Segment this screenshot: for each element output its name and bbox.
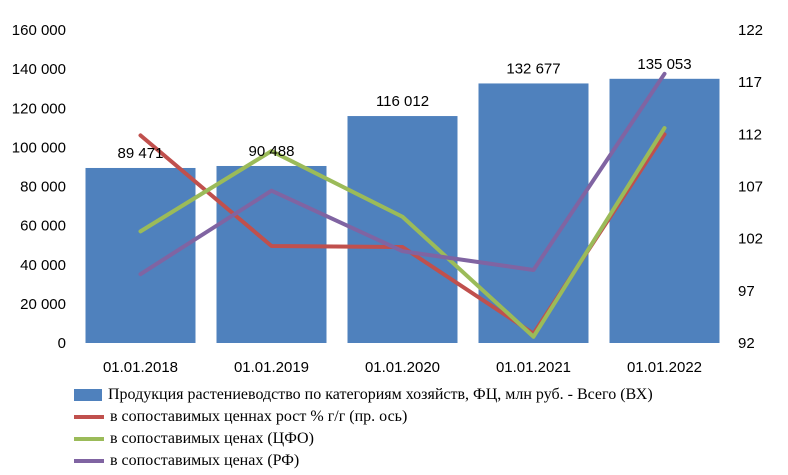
data-label-4: 132 677	[506, 60, 560, 77]
y-left-tick-label: 160 000	[12, 22, 66, 39]
legend-label-red-line: в сопоставимых ценнах рост % г/г (пр. ос…	[110, 408, 408, 425]
legend-item-red-line: в сопоставимых ценнах рост % г/г (пр. ос…	[74, 406, 653, 428]
y-left-tick-label: 80 000	[20, 179, 66, 196]
y-left-tick-label: 140 000	[12, 61, 66, 78]
legend-label-purple-line: в сопоставимых ценах (РФ)	[110, 452, 300, 469]
left-y-axis: 0 20 000 40 000 60 000 80 000 100 000 120 000 1…	[12, 22, 66, 352]
legend-item-purple-line: в сопоставимых ценах (РФ)	[74, 450, 653, 472]
y-left-tick-label: 120 000	[12, 100, 66, 117]
legend-label-green-line: в сопоставимых ценах (ЦФО)	[110, 430, 314, 447]
y-left-tick-label: 20 000	[20, 296, 66, 313]
legend-item-bar: Продукция растениеводство по категориям …	[74, 384, 653, 406]
data-labels: 89 471 90 488 116 012 132 677 135 053	[118, 56, 692, 162]
data-label-3: 116 012	[376, 93, 429, 110]
data-label-5: 135 053	[637, 56, 691, 73]
right-y-axis: 92 97 102 107 112 117 122	[738, 22, 763, 352]
line-series	[138, 71, 667, 339]
data-label-1: 89 471	[118, 145, 164, 162]
x-tick-label: 01.01.2019	[234, 359, 309, 376]
legend-item-green-line: в сопоставимых ценах (ЦФО)	[74, 428, 653, 450]
y-right-tick-label: 122	[738, 22, 763, 39]
legend-swatch-bar	[74, 389, 102, 401]
y-right-tick-label: 92	[738, 335, 755, 352]
y-right-tick-label: 102	[738, 231, 763, 248]
legend-swatch-purple-line	[74, 459, 104, 463]
y-left-tick-label: 60 000	[20, 218, 66, 235]
y-right-tick-label: 117	[738, 74, 762, 91]
x-tick-label: 01.01.2020	[365, 359, 440, 376]
line-purple	[138, 71, 667, 277]
bar-3	[347, 116, 458, 344]
combo-chart: 89 471 90 488 116 012 132 677 135 053 0 20 00…	[12, 22, 763, 376]
x-tick-label: 01.01.2022	[627, 359, 702, 376]
bar-1	[85, 167, 196, 343]
y-right-tick-label: 97	[738, 283, 755, 300]
y-left-tick-label: 40 000	[20, 257, 66, 274]
x-axis: 01.01.2018 01.01.2019 01.01.2020 01.01.2021…	[103, 359, 702, 376]
legend: Продукция растениеводство по категориям …	[74, 384, 653, 472]
line-green	[138, 126, 667, 339]
data-label-2: 90 488	[249, 143, 295, 160]
x-tick-label: 01.01.2018	[103, 359, 178, 376]
legend-label-bar: Продукция растениеводство по категориям …	[108, 386, 653, 403]
y-right-tick-label: 112	[738, 126, 762, 143]
x-tick-label: 01.01.2021	[496, 359, 571, 376]
y-left-tick-label: 0	[58, 335, 66, 352]
y-left-tick-label: 100 000	[12, 139, 66, 156]
bar-5	[609, 78, 720, 344]
y-right-tick-label: 107	[738, 179, 763, 196]
legend-swatch-red-line	[74, 415, 104, 419]
bar-series	[85, 78, 720, 344]
legend-swatch-green-line	[74, 437, 104, 441]
bar-2	[216, 165, 327, 343]
